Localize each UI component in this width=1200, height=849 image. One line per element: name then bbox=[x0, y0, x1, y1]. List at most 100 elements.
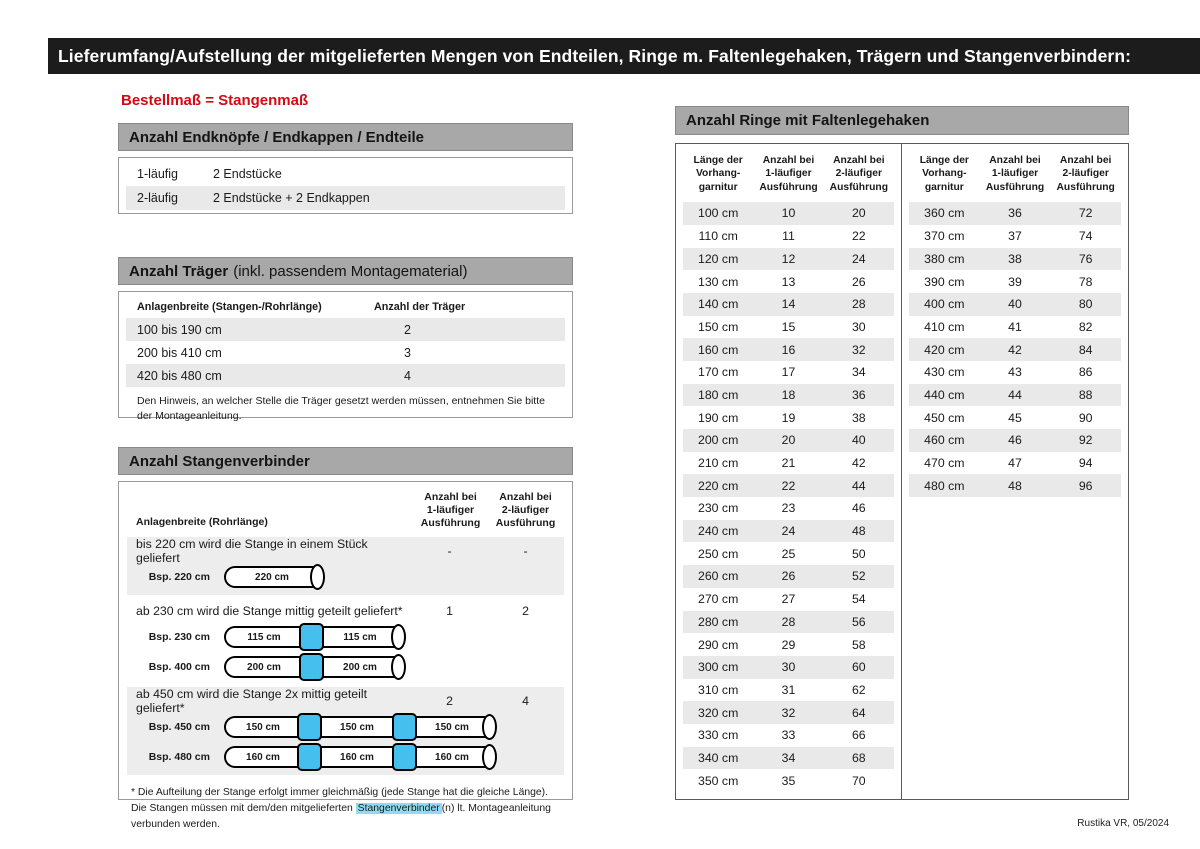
table-cell: 130 cm bbox=[698, 274, 739, 289]
table-cell: 420 bis 480 cm bbox=[137, 368, 222, 383]
table-row: 180 cm 18 36 bbox=[683, 383, 894, 407]
table-cell: 150 cm bbox=[698, 319, 739, 334]
table-row: 380 cm 38 76 bbox=[909, 247, 1121, 271]
table-cell: 62 bbox=[851, 682, 866, 697]
table-row: 370 cm 37 74 bbox=[909, 225, 1121, 248]
table-cell: 30 bbox=[781, 660, 796, 675]
table-cell: 42 bbox=[851, 456, 866, 471]
ringe-col2-header: Anzahl bei 1-läufiger Ausführung bbox=[985, 155, 1045, 193]
table-cell: 16 bbox=[781, 342, 796, 357]
table-row: 100 bis 190 cm 2 bbox=[126, 318, 565, 341]
table-cell: 72 bbox=[1078, 206, 1093, 221]
table-cell: 54 bbox=[851, 592, 866, 607]
table-cell: 96 bbox=[1078, 478, 1093, 493]
rod-segment: 150 cm bbox=[414, 716, 490, 739]
table-cell: 140 cm bbox=[698, 297, 739, 312]
table-cell: 21 bbox=[781, 456, 796, 471]
example-label: Bsp. 450 cm bbox=[148, 721, 210, 734]
verbinder-group-1-row: bis 220 cm wird die Stange in einem Stüc… bbox=[127, 537, 564, 566]
section-ringe-title: Anzahl Ringe mit Faltenlegehaken bbox=[686, 112, 930, 129]
example-label: Bsp. 480 cm bbox=[148, 751, 210, 764]
table-row: 240 cm 24 48 bbox=[683, 519, 894, 543]
example-label: Bsp. 400 cm bbox=[148, 661, 210, 674]
table-cell: 200 bis 410 cm bbox=[137, 345, 222, 360]
table-cell: 40 bbox=[851, 433, 866, 448]
table-row: 420 cm 42 84 bbox=[909, 338, 1121, 361]
ringe-right-head: Länge der Vorhang- garnitur Anzahl bei 1… bbox=[909, 154, 1121, 194]
table-cell: 25 bbox=[781, 546, 796, 561]
table-cell: 13 bbox=[781, 274, 796, 289]
table-cell: 310 cm bbox=[698, 682, 739, 697]
rod-diagram: 160 cm 160 cm 160 cm bbox=[224, 743, 497, 772]
table-cell: 58 bbox=[851, 637, 866, 652]
section-traeger-title: Anzahl Träger bbox=[129, 262, 229, 280]
rod-segment: 150 cm bbox=[319, 716, 395, 739]
table-cell: 60 bbox=[851, 660, 866, 675]
section-traeger-subtitle: (inkl. passendem Montagematerial) bbox=[233, 262, 468, 280]
table-cell: 360 cm bbox=[924, 206, 965, 221]
table-row: 2-läufig 2 Endstücke + 2 Endkappen bbox=[126, 186, 565, 210]
rod-segment: 115 cm bbox=[224, 626, 302, 649]
rod-endcap-icon bbox=[391, 654, 406, 681]
group-3-count-2laeufig: 4 bbox=[522, 694, 529, 709]
table-cell: 88 bbox=[1078, 387, 1093, 402]
section-traeger-header: Anzahl Träger (inkl. passendem Montagema… bbox=[118, 257, 573, 285]
group-2-text: ab 230 cm wird die Stange mittig geteilt… bbox=[136, 604, 403, 619]
table-cell: 46 bbox=[851, 501, 866, 516]
table-cell: 330 cm bbox=[698, 728, 739, 743]
group-1-text: bis 220 cm wird die Stange in einem Stüc… bbox=[136, 537, 368, 566]
rod-endcap-icon bbox=[310, 564, 325, 591]
table-row: 430 cm 43 86 bbox=[909, 361, 1121, 384]
table-cell: 460 cm bbox=[924, 433, 965, 448]
traeger-note: Den Hinweis, an welcher Stelle die Träge… bbox=[137, 395, 545, 422]
ringe-col3-header: Anzahl bei 2-läufiger Ausführung bbox=[829, 155, 888, 193]
table-cell: 200 cm bbox=[698, 433, 739, 448]
table-row: 190 cm 19 38 bbox=[683, 406, 894, 429]
table-cell: 210 cm bbox=[698, 456, 739, 471]
table-cell: 14 bbox=[781, 297, 796, 312]
table-row: 310 cm 31 62 bbox=[683, 679, 894, 702]
table-cell: 28 bbox=[851, 297, 866, 312]
table-cell: 280 cm bbox=[698, 614, 739, 629]
rod-connector-icon bbox=[299, 653, 324, 682]
endteile-table: 1-läufig 2 Endstücke 2-läufig 2 Endstücke +… bbox=[118, 157, 573, 214]
verbinder-group-3: ab 450 cm wird die Stange 2x mittig gete… bbox=[127, 687, 564, 776]
table-cell: 38 bbox=[1008, 251, 1022, 266]
table-cell: 2-läufig bbox=[137, 191, 178, 205]
table-cell: 20 bbox=[781, 433, 796, 448]
table-cell: 90 bbox=[1078, 410, 1093, 425]
example-row: Bsp. 230 cm 115 cm 115 cm bbox=[127, 622, 564, 652]
table-cell: 43 bbox=[1008, 365, 1022, 380]
table-row: 480 cm 48 96 bbox=[909, 474, 1121, 498]
table-cell: 11 bbox=[782, 229, 795, 244]
endteile-rows: 1-läufig 2 Endstücke 2-läufig 2 Endstücke +… bbox=[126, 162, 565, 210]
table-cell: 31 bbox=[781, 682, 796, 697]
table-cell: 110 cm bbox=[698, 229, 738, 244]
table-cell: 390 cm bbox=[924, 274, 965, 289]
table-cell: 34 bbox=[781, 750, 796, 765]
table-cell: 18 bbox=[781, 387, 796, 402]
table-cell: 66 bbox=[851, 728, 866, 743]
table-cell: 190 cm bbox=[698, 410, 739, 425]
traeger-rows: 100 bis 190 cm 2 200 bis 410 cm 3 420 bis 48… bbox=[126, 318, 565, 387]
table-cell: 220 cm bbox=[698, 478, 739, 493]
ringe-right-rows: 360 cm 36 72 370 cm 37 74 380 cm 38 76 390 cm 39 78… bbox=[909, 202, 1121, 498]
table-row: 260 cm 26 52 bbox=[683, 565, 894, 588]
table-cell: 400 cm bbox=[924, 297, 965, 312]
table-cell: 100 bis 190 cm bbox=[137, 322, 222, 337]
table-cell: 32 bbox=[781, 705, 796, 720]
table-cell: 30 bbox=[851, 319, 866, 334]
table-row: 390 cm 39 78 bbox=[909, 270, 1121, 293]
table-cell: 56 bbox=[851, 614, 866, 629]
ringe-col3-header: Anzahl bei 2-läufiger Ausführung bbox=[1056, 155, 1115, 193]
rod-endcap-icon bbox=[482, 714, 497, 741]
table-row: 200 cm 20 40 bbox=[683, 429, 894, 452]
order-measure-note: Bestellmaß = Stangenmaß bbox=[121, 92, 309, 109]
table-cell: 470 cm bbox=[924, 456, 965, 471]
table-row: 150 cm 15 30 bbox=[683, 316, 894, 339]
table-cell: 230 cm bbox=[698, 501, 739, 516]
table-cell: 27 bbox=[781, 592, 796, 607]
verbinder-table: Anlagenbreite (Rohrlänge) Anzahl bei 1-l… bbox=[118, 481, 573, 830]
ringe-left-rows: 100 cm 10 20 110 cm 11 22 120 cm 12 24 130 cm 13 26… bbox=[683, 202, 894, 792]
table-cell: 44 bbox=[851, 478, 866, 493]
